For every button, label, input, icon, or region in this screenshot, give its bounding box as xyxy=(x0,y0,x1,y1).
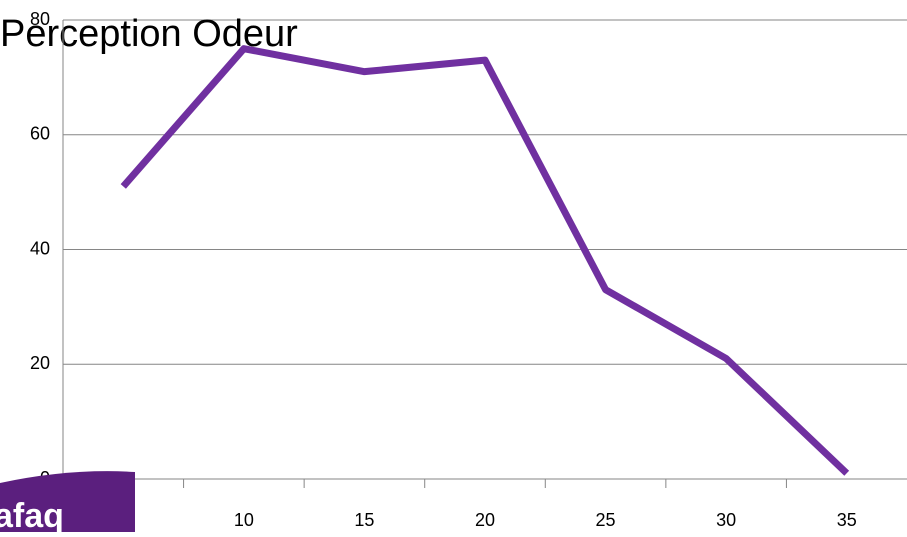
logo-shape xyxy=(0,471,135,532)
x-tick-label: 10 xyxy=(234,510,254,530)
x-tick-label: 15 xyxy=(354,510,374,530)
y-tick-label: 40 xyxy=(30,238,50,258)
data-line xyxy=(120,45,850,476)
y-tick-label: 80 xyxy=(30,9,50,29)
x-tick-label: 30 xyxy=(716,510,736,530)
y-tick-label: 20 xyxy=(30,353,50,373)
x-tick-label: 20 xyxy=(475,510,495,530)
logo-text: afaq xyxy=(0,497,64,532)
x-tick-label: 25 xyxy=(596,510,616,530)
x-tick-label: 35 xyxy=(837,510,857,530)
y-tick-label: 60 xyxy=(30,124,50,144)
